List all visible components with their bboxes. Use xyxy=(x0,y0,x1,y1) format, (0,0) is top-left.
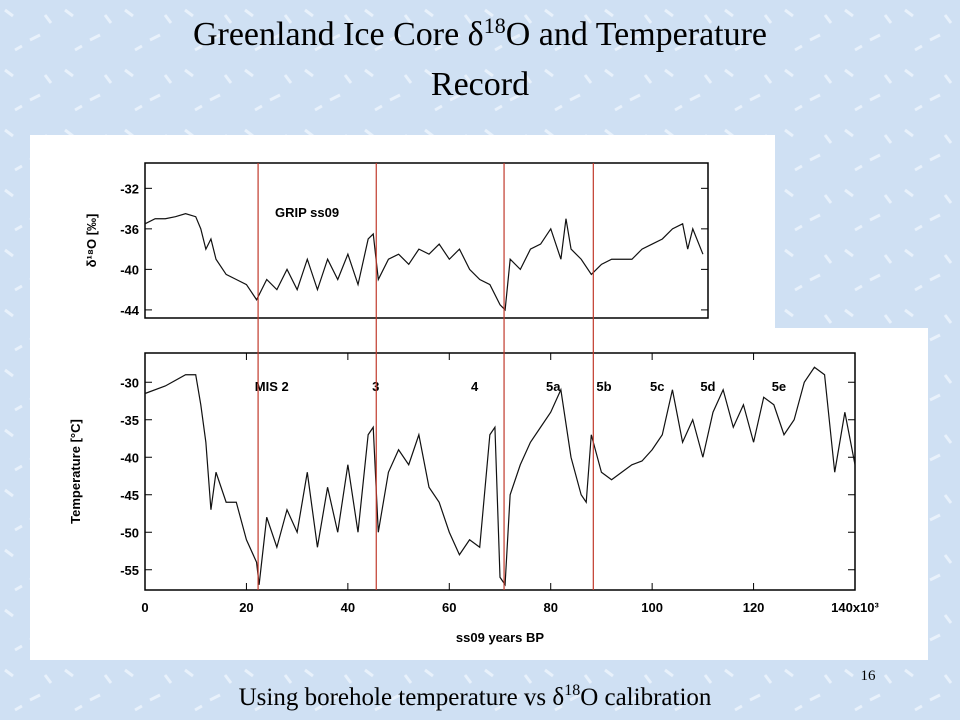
annotation: 4 xyxy=(471,379,479,394)
y-axis-label: δ¹⁸O [‰] xyxy=(84,214,99,268)
annotation: 5e xyxy=(772,379,786,394)
y-axis-label: Temperature [°C] xyxy=(68,419,83,524)
plot-frame xyxy=(144,352,856,591)
annotation: MIS 2 xyxy=(255,379,289,394)
title-superscript: 18 xyxy=(484,13,506,38)
data-line xyxy=(144,213,704,312)
caption-part: Using borehole temperature vs δ xyxy=(239,684,565,711)
caption: Using borehole temperature vs δ18O calib… xyxy=(239,682,712,711)
x-tick-label: 140x10³ xyxy=(831,600,879,615)
slide-title: Greenland Ice Core δ18O and Temperature xyxy=(193,13,767,53)
x-tick-label: 120 xyxy=(743,600,765,615)
title-part: O and Temperature xyxy=(506,16,767,53)
page-number: 16 xyxy=(861,668,877,684)
x-tick-label: 40 xyxy=(341,600,355,615)
title-part: Greenland Ice Core δ xyxy=(193,16,484,53)
x-tick-label: 60 xyxy=(442,600,456,615)
y-tick-label: -32 xyxy=(120,181,139,196)
x-tick-label: 100 xyxy=(641,600,663,615)
x-axis-label: ss09 years BP xyxy=(456,630,545,645)
y-tick-label: -40 xyxy=(120,262,139,277)
caption-part: O calibration xyxy=(580,684,712,711)
annotation: 5d xyxy=(700,379,715,394)
x-tick-label: 20 xyxy=(239,600,253,615)
y-tick-label: -44 xyxy=(120,303,140,318)
y-tick-label: -55 xyxy=(120,563,139,578)
x-tick-label: 0 xyxy=(141,600,148,615)
y-tick-label: -50 xyxy=(120,525,139,540)
annotation: GRIP ss09 xyxy=(275,205,339,220)
figure-panel xyxy=(30,135,928,660)
x-tick-label: 80 xyxy=(543,600,557,615)
y-tick-label: -45 xyxy=(120,488,139,503)
plot-frame xyxy=(144,162,709,319)
y-tick-label: -35 xyxy=(120,413,139,428)
slide-title: Record xyxy=(431,66,529,103)
annotation: 5c xyxy=(650,379,664,394)
y-tick-label: -40 xyxy=(120,450,139,465)
annotation: 5a xyxy=(546,379,561,394)
data-line xyxy=(144,366,856,587)
y-tick-label: -36 xyxy=(120,222,139,237)
caption-superscript: 18 xyxy=(564,682,580,699)
annotation: 5b xyxy=(596,379,611,394)
y-tick-label: -30 xyxy=(120,375,139,390)
